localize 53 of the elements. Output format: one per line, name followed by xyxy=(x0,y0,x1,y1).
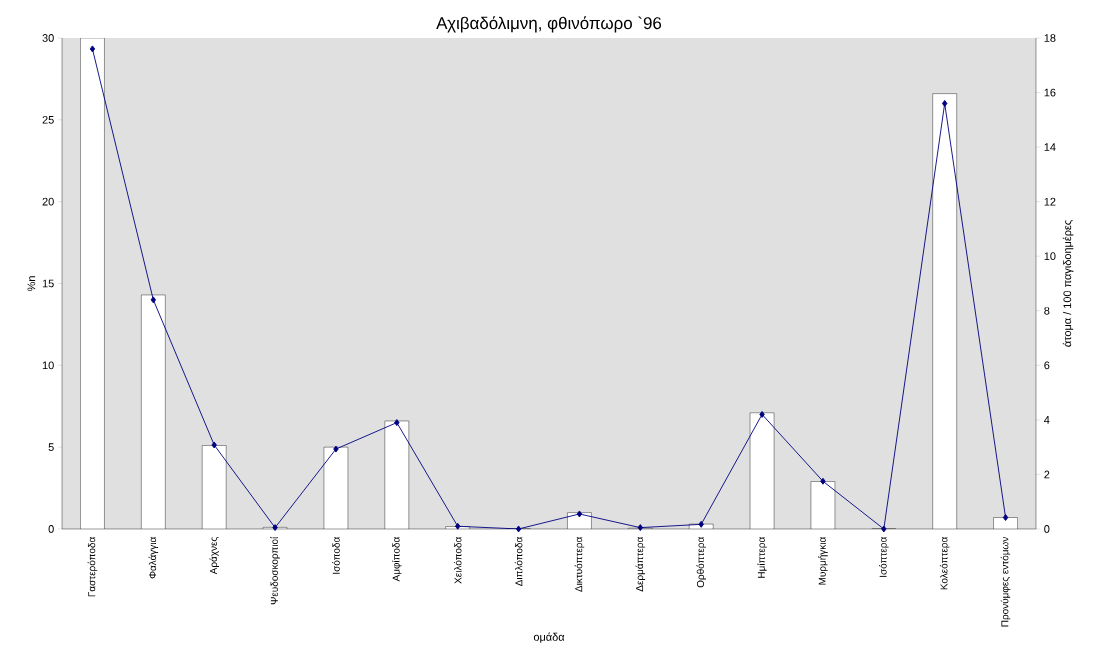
x-tick-label: Ψευδοσκορπιοί xyxy=(270,536,280,605)
y2-axis-title: άτομα / 100 παγιδοημέρες xyxy=(1062,220,1074,347)
x-tick-label: Δερμάπτερα xyxy=(635,537,646,592)
point xyxy=(1002,514,1009,521)
y-tick-label: 15 xyxy=(42,279,54,288)
point xyxy=(515,525,522,533)
y2-tick-label: 14 xyxy=(1044,143,1056,151)
x-tick-label: Δικτυόπτερα xyxy=(574,537,585,592)
point xyxy=(637,524,644,532)
y2-tick-label: 2 xyxy=(1044,470,1050,479)
y-tick-label: 30 xyxy=(42,34,54,42)
y-tick-label: 10 xyxy=(42,361,54,370)
y2-tick-label: 18 xyxy=(1044,34,1056,42)
point xyxy=(272,524,278,532)
x-tick-label: Προνύμφες εντόμων xyxy=(1000,537,1011,627)
point xyxy=(881,525,887,533)
x-tick-label: Φαλάγγια xyxy=(148,537,159,579)
y2-tick-label: 8 xyxy=(1044,306,1050,315)
point xyxy=(89,45,96,53)
y-axis-title: %n xyxy=(27,276,36,292)
x-tick-label: Ημίπτερα xyxy=(757,537,767,578)
x-tick-label: Αράχνες xyxy=(209,537,219,575)
point xyxy=(759,410,765,418)
y-tick-label: 25 xyxy=(42,115,54,124)
x-tick-label: Κολεόπτερα xyxy=(939,537,950,590)
y2-tick-label: 6 xyxy=(1044,361,1050,370)
point xyxy=(394,419,400,427)
point xyxy=(150,296,157,304)
x-tick-label: Διπλόποδα xyxy=(514,537,523,587)
x-tick-label: Ορθόπτερα xyxy=(696,537,706,588)
point xyxy=(698,520,704,528)
x-tick-label: Αμφίποδα xyxy=(392,537,402,582)
y-tick-label: 0 xyxy=(48,525,54,533)
x-axis-title: ομάδα xyxy=(533,632,565,643)
point xyxy=(942,100,948,107)
point xyxy=(455,522,461,530)
y-tick-label: 5 xyxy=(48,443,54,451)
point xyxy=(211,441,217,449)
point xyxy=(820,477,826,485)
x-tick-label: Ισόπτερα xyxy=(879,537,889,577)
x-tick-label: Μυρμήγκια xyxy=(818,537,828,585)
x-tick-label: Χειλόποδα xyxy=(453,537,462,584)
y-tick-label: 20 xyxy=(42,197,54,206)
y2-tick-label: 12 xyxy=(1044,197,1056,206)
point xyxy=(576,510,583,518)
y2-tick-label: 4 xyxy=(1044,416,1050,424)
x-tick-label: Ισόποδα xyxy=(332,537,340,574)
chart-title: Αχιβαδόλιμνη, φθινόπωρο `96 xyxy=(436,16,662,33)
y2-tick-label: 0 xyxy=(1044,525,1050,533)
point xyxy=(333,445,339,453)
x-tick-label: Γαστερόποδα xyxy=(87,537,98,597)
y2-tick-label: 10 xyxy=(1044,252,1056,261)
y2-tick-label: 16 xyxy=(1044,88,1056,97)
